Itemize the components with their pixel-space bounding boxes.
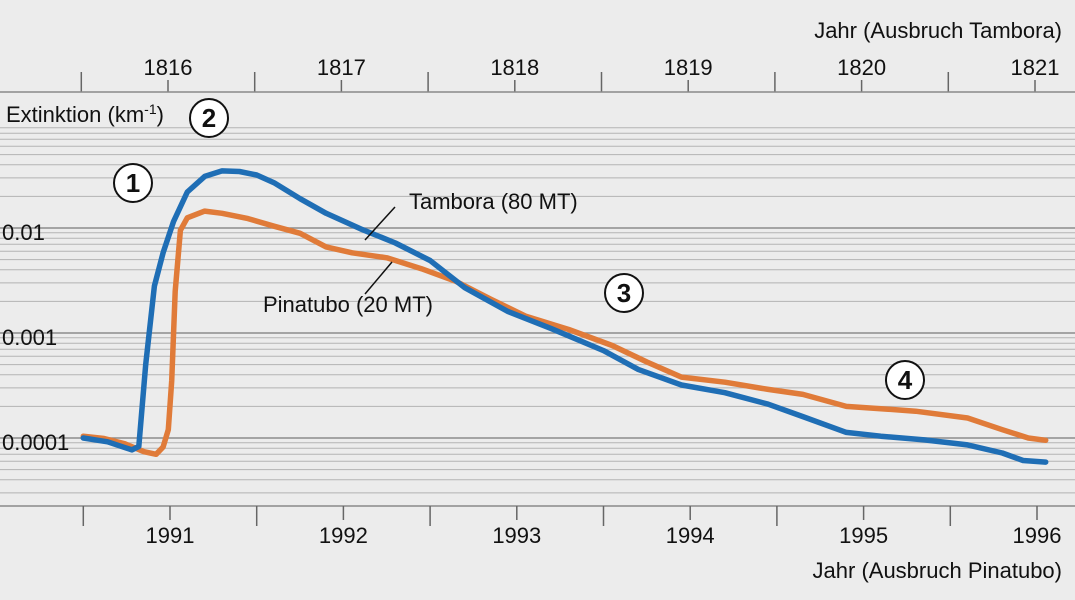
- series-lines: [80, 168, 1049, 465]
- y-tick-label: 0.01: [2, 220, 45, 245]
- tambora-annotation: Tambora (80 MT): [409, 189, 578, 214]
- pinatubo-series-line: [80, 208, 1049, 458]
- bottom-tick-label: 1996: [1013, 523, 1062, 548]
- top-tick-label: 1817: [317, 55, 366, 80]
- pinatubo-annotation: Pinatubo (20 MT): [263, 292, 433, 317]
- top-tick-label: 1818: [490, 55, 539, 80]
- y-axis-label: Extinktion (km-1): [6, 101, 164, 127]
- top-tick-label: 1821: [1011, 55, 1060, 80]
- bottom-axis-ticks: 1991 1992 1993 1994 1995 1996: [82, 506, 1062, 548]
- tambora-series-line: [80, 168, 1049, 465]
- tambora-leader-line: [364, 206, 396, 241]
- marker-label: 1: [126, 168, 140, 198]
- marker-circle: [604, 273, 644, 313]
- marker-label: 2: [202, 103, 216, 133]
- marker-label: 3: [617, 278, 631, 308]
- numbered-markers: 1 2 3 4: [113, 98, 925, 400]
- bottom-tick-label: 1993: [492, 523, 541, 548]
- marker-label: 4: [898, 365, 913, 395]
- y-axis-ticks: 0.01 0.001 0.0001: [2, 220, 69, 455]
- marker-circle: [113, 163, 153, 203]
- bottom-axis-label: Jahr (Ausbruch Pinatubo): [813, 558, 1062, 583]
- y-tick-label: 0.0001: [2, 430, 69, 455]
- top-tick-label: 1820: [837, 55, 886, 80]
- marker-circle: [885, 360, 925, 400]
- bottom-tick-label: 1991: [146, 523, 195, 548]
- top-axis-ticks: 1816 1817 1818 1819 1820 1821: [80, 55, 1060, 92]
- y-tick-label: 0.001: [2, 325, 57, 350]
- bottom-tick-label: 1994: [666, 523, 715, 548]
- bottom-tick-label: 1992: [319, 523, 368, 548]
- top-tick-label: 1816: [144, 55, 193, 80]
- top-axis-label: Jahr (Ausbruch Tambora): [814, 18, 1062, 43]
- marker-circle: [189, 98, 229, 138]
- bottom-tick-label: 1995: [839, 523, 888, 548]
- pinatubo-leader-line: [364, 261, 393, 295]
- top-tick-label: 1819: [664, 55, 713, 80]
